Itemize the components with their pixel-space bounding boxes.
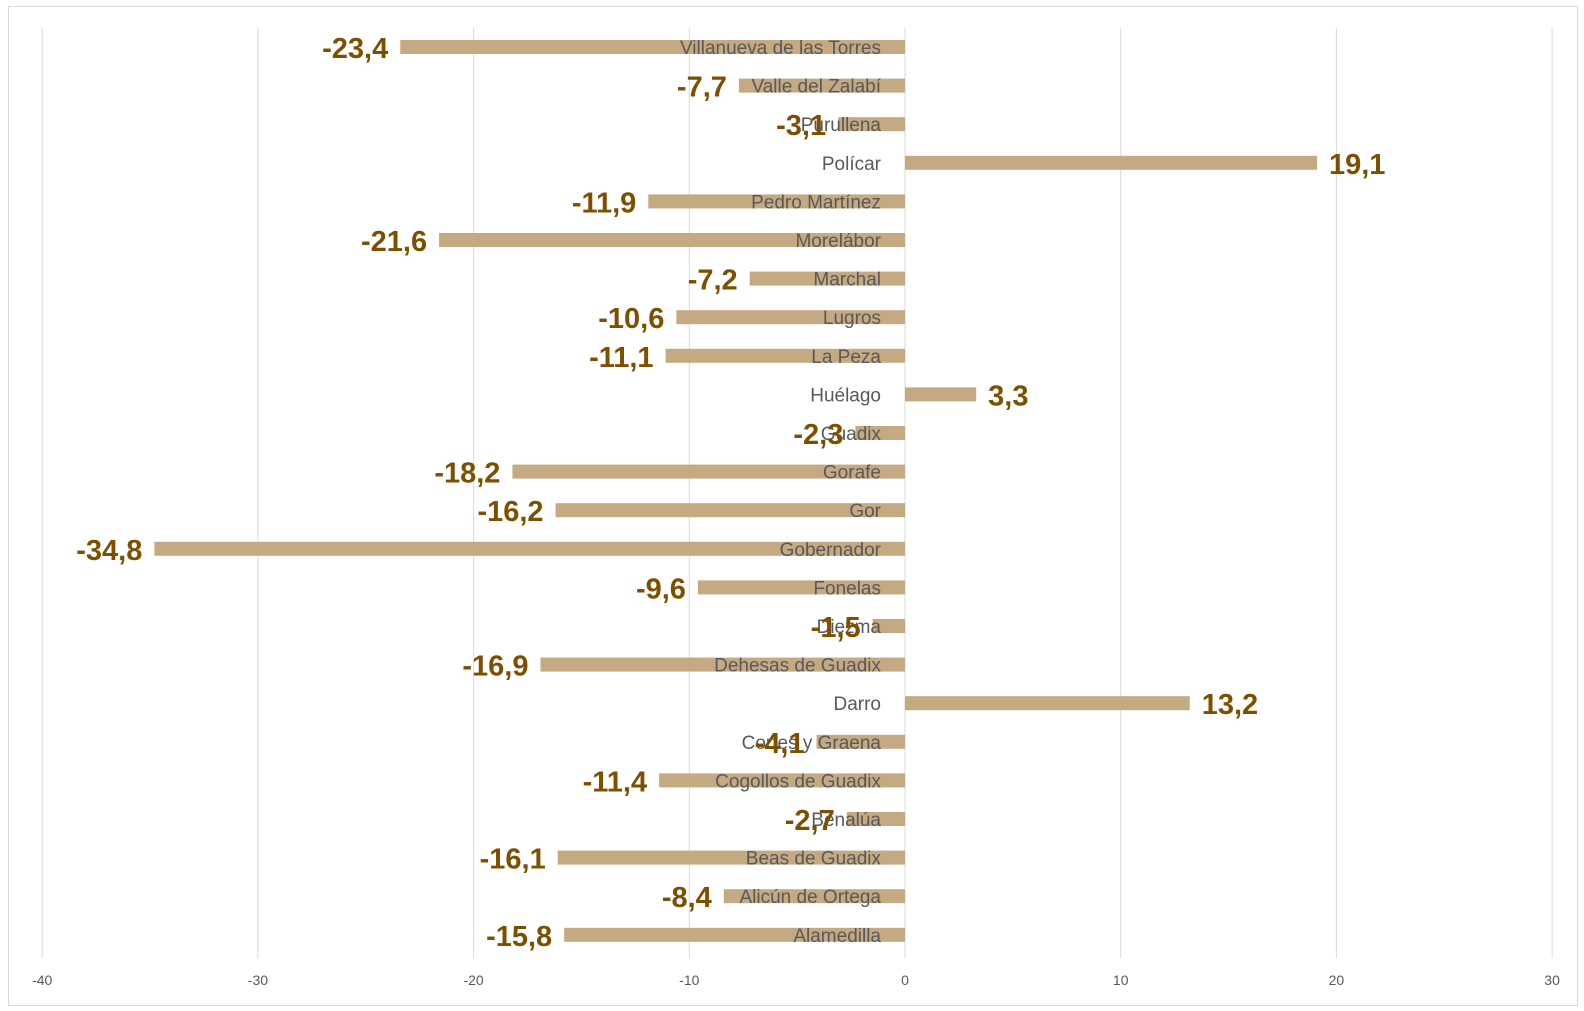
- bar-pedro-martinez: [648, 194, 905, 209]
- x-axis-tick-labels: -40 -30 -20 -10 0 10 20 30: [32, 972, 1560, 988]
- category-label: Pedro Martínez: [751, 192, 881, 213]
- bar-morelabor: [439, 233, 905, 247]
- category-label: Cortes y Graena: [742, 733, 882, 754]
- bar-darro: [905, 696, 1190, 711]
- bar-beas-de-guadix: [557, 850, 905, 865]
- x-tick-label: -20: [463, 972, 483, 988]
- bar-policar: [905, 155, 1317, 170]
- value-labels: -23,4 -7,7 -3,1 19,1 -11,9 -21,6 -7,2 -10,6 -11,…: [76, 33, 1385, 953]
- category-label: Gobernador: [780, 540, 882, 561]
- value-label: -7,7: [677, 72, 727, 104]
- category-label: Cogollos de Guadix: [715, 771, 881, 792]
- x-tick-label: -10: [679, 972, 699, 988]
- category-label: Purullena: [801, 115, 882, 136]
- x-tick-label: 20: [1329, 972, 1345, 988]
- value-label: -16,9: [462, 651, 528, 683]
- bar-marchal: [749, 271, 905, 286]
- value-label: -18,2: [434, 458, 500, 490]
- bars: [154, 40, 1317, 942]
- chart-frame: [8, 6, 1578, 1006]
- bar-huelago: [905, 387, 977, 402]
- category-label: Alamedilla: [793, 926, 881, 947]
- x-tick-label: 30: [1544, 972, 1560, 988]
- bar-la-peza: [665, 348, 905, 363]
- category-label: Alicún de Ortega: [739, 887, 881, 908]
- category-label: Diezma: [817, 617, 882, 638]
- value-label: -4,1: [755, 728, 805, 760]
- category-label: Huélago: [810, 385, 881, 406]
- value-label: -2,7: [785, 805, 835, 837]
- category-label: Darro: [833, 694, 881, 715]
- value-label: -23,4: [322, 33, 388, 65]
- value-label: -16,2: [477, 496, 543, 528]
- bar-alicun-de-ortega: [723, 889, 905, 904]
- bar-dehesas-de-guadix: [540, 657, 905, 672]
- bar-villanueva-de-las-torres: [400, 40, 905, 54]
- category-label: Villanueva de las Torres: [680, 38, 881, 59]
- value-label: 13,2: [1202, 689, 1258, 721]
- value-label: -2,3: [793, 419, 843, 451]
- bar-gobernador: [154, 541, 905, 556]
- category-label: Gor: [849, 501, 881, 522]
- category-label: Fonelas: [813, 578, 881, 599]
- bar-alamedilla: [564, 927, 905, 942]
- value-label: -11,9: [572, 187, 637, 219]
- value-label: -7,2: [688, 265, 738, 297]
- value-label: -34,8: [76, 535, 142, 567]
- bar-benalua: [846, 812, 905, 826]
- x-tick-label: 10: [1113, 972, 1129, 988]
- value-label: -9,6: [636, 573, 686, 605]
- category-label: Gorafe: [823, 463, 881, 484]
- value-label: 3,3: [988, 380, 1028, 412]
- category-label: Benalúa: [811, 810, 881, 831]
- bar-diezma: [872, 619, 905, 633]
- value-label: -3,1: [776, 110, 826, 142]
- category-label: Beas de Guadix: [746, 849, 882, 870]
- category-label: Dehesas de Guadix: [714, 656, 881, 677]
- bar-gorafe: [512, 464, 905, 479]
- bar-cortes-y-graena: [816, 734, 905, 749]
- value-label: -16,1: [480, 844, 546, 876]
- grid-lines: [41, 28, 1553, 958]
- category-label: La Peza: [811, 347, 881, 368]
- bar-fonelas: [697, 580, 905, 595]
- bar-cogollos-de-guadix: [659, 773, 905, 788]
- value-label: -10,6: [598, 303, 664, 335]
- value-label: 19,1: [1329, 149, 1385, 181]
- category-label: Marchal: [813, 270, 881, 291]
- bar-gor: [555, 503, 905, 518]
- bar-purullena: [838, 117, 905, 132]
- category-label: Valle del Zalabí: [751, 77, 881, 98]
- value-label: -15,8: [486, 921, 552, 953]
- value-label: -8,4: [662, 882, 712, 914]
- bar-guadix: [855, 426, 905, 440]
- x-tick-label: 0: [901, 972, 909, 988]
- value-label: -21,6: [361, 226, 427, 258]
- value-label: -11,1: [589, 342, 654, 374]
- bar-lugros: [676, 310, 905, 325]
- category-labels: Villanueva de las Torres Valle del Zalabí…: [680, 38, 882, 947]
- category-label: Polícar: [822, 154, 882, 175]
- value-label: -11,4: [583, 766, 648, 798]
- category-label: Guadix: [821, 424, 882, 445]
- x-tick-label: -30: [248, 972, 268, 988]
- category-label: Lugros: [823, 308, 881, 329]
- x-tick-label: -40: [32, 972, 52, 988]
- bar-valle-del-zalabi: [738, 78, 905, 93]
- value-label: -1,5: [811, 612, 861, 644]
- category-label: Morelábor: [795, 231, 881, 252]
